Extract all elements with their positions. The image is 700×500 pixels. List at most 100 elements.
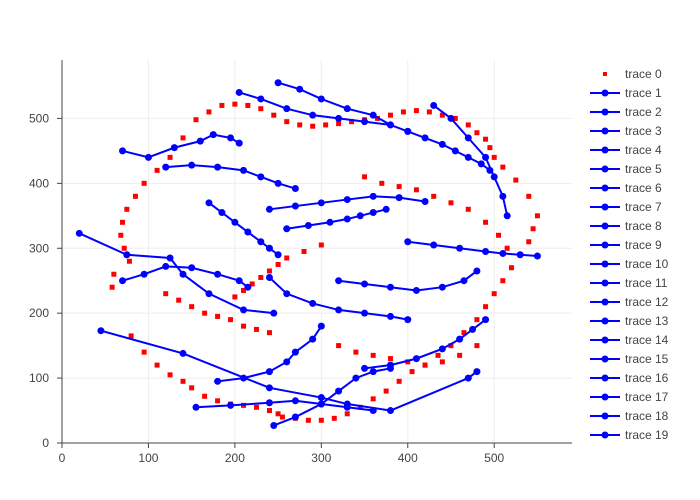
legend-item[interactable]: trace 16 xyxy=(590,371,669,385)
data-point xyxy=(439,359,445,365)
legend-label: trace 11 xyxy=(625,276,668,290)
data-point xyxy=(318,242,324,248)
legend-label: trace 18 xyxy=(625,409,669,423)
legend-marker xyxy=(601,127,609,135)
data-point xyxy=(386,283,394,291)
legend-item[interactable]: trace 6 xyxy=(590,181,662,195)
data-point xyxy=(474,317,480,323)
data-point xyxy=(317,322,325,330)
legend-item[interactable]: trace 11 xyxy=(590,276,668,290)
data-point xyxy=(179,270,187,278)
legend-label: trace 5 xyxy=(625,162,662,176)
data-point xyxy=(241,287,247,293)
data-point xyxy=(235,139,243,147)
data-point xyxy=(309,299,317,307)
data-point xyxy=(111,271,117,277)
legend-item[interactable]: trace 14 xyxy=(590,333,669,347)
legend-item[interactable]: trace 7 xyxy=(590,200,662,214)
legend-item[interactable]: trace 2 xyxy=(590,105,662,119)
legend-item[interactable]: trace 3 xyxy=(590,124,662,138)
data-point xyxy=(235,277,243,285)
legend-item[interactable]: trace 5 xyxy=(590,162,662,176)
data-point xyxy=(353,349,359,355)
legend-item[interactable]: trace 4 xyxy=(590,143,662,157)
data-point xyxy=(215,313,221,319)
data-point xyxy=(404,316,412,324)
legend-item[interactable]: trace 18 xyxy=(590,409,669,423)
data-point xyxy=(253,404,259,410)
data-point xyxy=(283,225,291,233)
legend-label: trace 1 xyxy=(625,86,662,100)
legend-marker xyxy=(601,355,609,363)
data-point xyxy=(275,261,281,267)
data-point xyxy=(422,362,428,368)
data-point xyxy=(426,109,432,115)
data-point xyxy=(140,270,148,278)
legend-item[interactable]: trace 0 xyxy=(603,67,662,81)
legend-item[interactable]: trace 15 xyxy=(590,352,669,366)
series-0 xyxy=(109,101,540,423)
data-point xyxy=(120,219,126,225)
data-point xyxy=(448,200,454,206)
data-point xyxy=(473,267,481,275)
data-point xyxy=(241,323,247,329)
data-point xyxy=(361,364,369,372)
data-point xyxy=(362,174,368,180)
data-point xyxy=(270,309,278,317)
data-point xyxy=(309,111,317,119)
data-point xyxy=(244,228,252,236)
data-point xyxy=(482,248,490,255)
legend-item[interactable]: trace 19 xyxy=(590,428,669,442)
data-point xyxy=(192,403,200,411)
data-point xyxy=(205,199,213,207)
data-point xyxy=(119,147,127,155)
legend-item[interactable]: trace 10 xyxy=(590,257,669,271)
series-3 xyxy=(119,262,252,291)
data-point xyxy=(504,245,510,251)
data-point xyxy=(297,122,303,128)
data-point xyxy=(118,232,124,238)
data-point xyxy=(141,180,147,186)
data-point xyxy=(121,245,127,251)
legend-item[interactable]: trace 12 xyxy=(590,295,669,309)
data-point xyxy=(344,411,350,417)
data-point xyxy=(482,316,490,324)
data-point xyxy=(513,177,519,183)
data-point xyxy=(487,145,493,151)
data-point xyxy=(460,277,468,285)
data-point xyxy=(326,218,334,226)
data-point xyxy=(232,294,238,300)
data-point xyxy=(349,119,355,125)
data-point xyxy=(310,123,316,129)
data-point xyxy=(144,153,152,161)
legend-item[interactable]: trace 1 xyxy=(590,86,662,100)
data-point xyxy=(141,349,147,355)
series-5 xyxy=(119,131,243,161)
legend-item[interactable]: trace 8 xyxy=(590,219,662,233)
data-point xyxy=(456,335,464,343)
legend-item[interactable]: trace 17 xyxy=(590,390,669,404)
legend[interactable]: trace 0 trace 1 trace 2 trace 3 trace 4 trace… xyxy=(590,67,669,442)
data-point xyxy=(469,325,477,333)
data-point xyxy=(291,185,299,193)
data-point xyxy=(235,88,243,96)
data-point xyxy=(465,122,471,128)
legend-item[interactable]: trace 13 xyxy=(590,314,669,328)
legend-label: trace 8 xyxy=(625,219,662,233)
data-point xyxy=(500,278,506,284)
data-point xyxy=(283,290,291,298)
data-point xyxy=(503,212,511,220)
data-point xyxy=(240,166,248,174)
data-point xyxy=(508,265,514,271)
data-point xyxy=(331,415,337,421)
legend-item[interactable]: trace 9 xyxy=(590,238,662,252)
data-point xyxy=(193,117,199,123)
data-point xyxy=(404,127,412,135)
data-point xyxy=(526,193,532,199)
data-point xyxy=(209,131,217,139)
data-point xyxy=(361,309,369,317)
data-point xyxy=(474,130,480,136)
legend-marker xyxy=(601,393,609,401)
data-point xyxy=(215,398,221,404)
data-point xyxy=(180,378,186,384)
